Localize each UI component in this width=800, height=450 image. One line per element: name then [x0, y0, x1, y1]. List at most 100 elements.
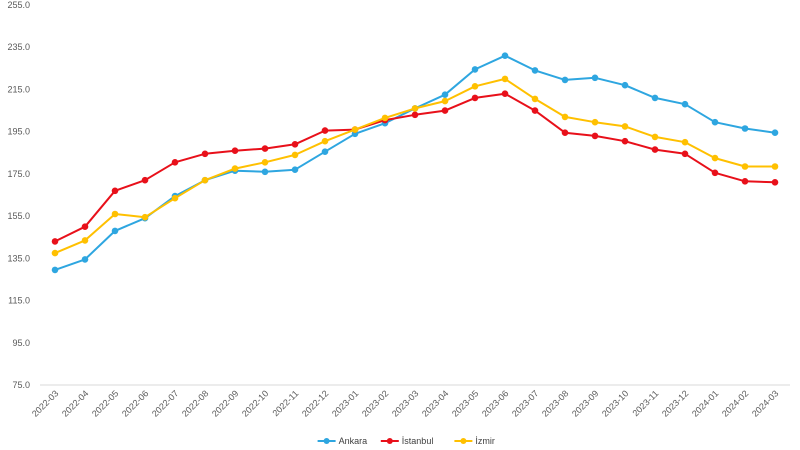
- series-line: [54, 77, 775, 255]
- data-point: [171, 159, 179, 166]
- data-point: [81, 223, 89, 230]
- x-tick-label: 2023-07: [510, 388, 540, 418]
- x-tick-label: 2023-10: [600, 388, 630, 418]
- data-point: [681, 138, 689, 146]
- y-tick-label: 215.0: [7, 84, 30, 94]
- y-tick-label: 195.0: [7, 127, 30, 137]
- data-point: [591, 118, 599, 126]
- data-point: [441, 97, 449, 105]
- data-point: [291, 166, 299, 173]
- data-point: [321, 127, 329, 134]
- data-point: [471, 83, 479, 90]
- series-3: [51, 75, 779, 257]
- y-tick-label: 75.0: [12, 380, 30, 390]
- data-point: [111, 227, 119, 235]
- data-point: [261, 159, 269, 166]
- data-point: [561, 129, 569, 136]
- data-point: [651, 146, 659, 153]
- y-tick-label: 235.0: [7, 42, 30, 52]
- legend-item: İstanbul: [380, 436, 433, 446]
- data-point: [591, 132, 599, 140]
- x-tick-label: 2022-06: [120, 388, 150, 418]
- data-point: [351, 126, 359, 133]
- data-point: [321, 137, 329, 145]
- x-tick-label: 2022-08: [180, 388, 210, 418]
- data-point: [621, 81, 629, 89]
- series-line: [54, 54, 776, 271]
- x-tick-label: 2023-12: [660, 388, 690, 418]
- y-tick-label: 175.0: [7, 169, 30, 179]
- legend-item: İzmir: [454, 436, 495, 446]
- data-point: [651, 133, 659, 141]
- data-point: [51, 249, 59, 257]
- x-tick-label: 2023-03: [390, 388, 420, 418]
- data-point: [561, 113, 569, 121]
- data-point: [291, 141, 299, 148]
- data-point: [321, 148, 329, 155]
- y-axis: 255.0 235.0 215.0 195.0 175.0 155.0 135.0 115.0…: [7, 0, 30, 390]
- series-2: [51, 90, 779, 245]
- data-point: [411, 111, 419, 119]
- data-point: [111, 210, 119, 218]
- data-point: [141, 213, 149, 221]
- data-point: [741, 125, 749, 132]
- data-point: [531, 67, 539, 74]
- x-tick-label: 2024-03: [750, 388, 780, 418]
- data-point: [201, 150, 209, 158]
- data-point: [711, 169, 719, 177]
- data-point: [621, 123, 629, 130]
- data-point: [531, 95, 539, 103]
- data-point: [441, 91, 449, 98]
- x-tick-label: 2023-11: [630, 388, 660, 418]
- y-tick-label: 135.0: [7, 253, 30, 263]
- data-point: [171, 194, 179, 202]
- data-point: [231, 147, 239, 154]
- x-tick-label: 2023-01: [330, 388, 360, 418]
- data-point: [441, 107, 449, 114]
- y-tick-label: 255.0: [7, 0, 30, 10]
- legend-marker-swatch: [460, 438, 467, 444]
- data-point: [411, 105, 419, 112]
- legend-label: Ankara: [339, 436, 368, 446]
- y-tick-label: 95.0: [12, 338, 30, 348]
- data-point: [141, 176, 149, 184]
- x-tick-label: 2022-04: [60, 388, 90, 418]
- legend-marker-swatch: [323, 438, 330, 444]
- x-tick-label: 2022-09: [210, 388, 240, 418]
- legend: Ankara İstanbul İzmir: [317, 436, 495, 446]
- data-point: [261, 145, 269, 152]
- data-point: [471, 94, 479, 102]
- data-point: [771, 129, 779, 136]
- data-point: [531, 107, 539, 114]
- data-point: [51, 266, 59, 274]
- data-point: [771, 163, 779, 170]
- data-point: [501, 90, 509, 97]
- x-axis: 2022-03 2022-04 2022-05 2022-06 2022-07 2022-…: [30, 384, 790, 419]
- data-point: [501, 52, 509, 59]
- x-tick-label: 2022-10: [240, 388, 270, 418]
- x-tick-label: 2023-02: [360, 388, 390, 418]
- data-point: [111, 187, 119, 195]
- x-tick-label: 2022-05: [90, 388, 120, 418]
- x-tick-label: 2023-08: [540, 388, 570, 418]
- data-point: [741, 163, 749, 170]
- x-tick-label: 2023-06: [480, 388, 510, 418]
- data-point: [711, 154, 719, 162]
- data-point: [81, 237, 89, 244]
- data-point: [81, 256, 89, 263]
- data-point: [771, 179, 779, 186]
- x-tick-label: 2023-05: [450, 388, 480, 418]
- data-point: [681, 100, 689, 108]
- data-point: [741, 178, 749, 185]
- data-point: [561, 76, 569, 84]
- data-point: [621, 137, 629, 145]
- y-tick-label: 115.0: [8, 296, 30, 306]
- x-tick-label: 2024-01: [690, 388, 720, 418]
- data-point: [501, 75, 509, 83]
- data-point: [261, 168, 269, 176]
- data-point: [51, 238, 59, 245]
- data-point: [711, 118, 719, 126]
- legend-item: Ankara: [317, 436, 368, 446]
- y-tick-label: 155.0: [7, 211, 30, 221]
- legend-label: İzmir: [475, 436, 495, 446]
